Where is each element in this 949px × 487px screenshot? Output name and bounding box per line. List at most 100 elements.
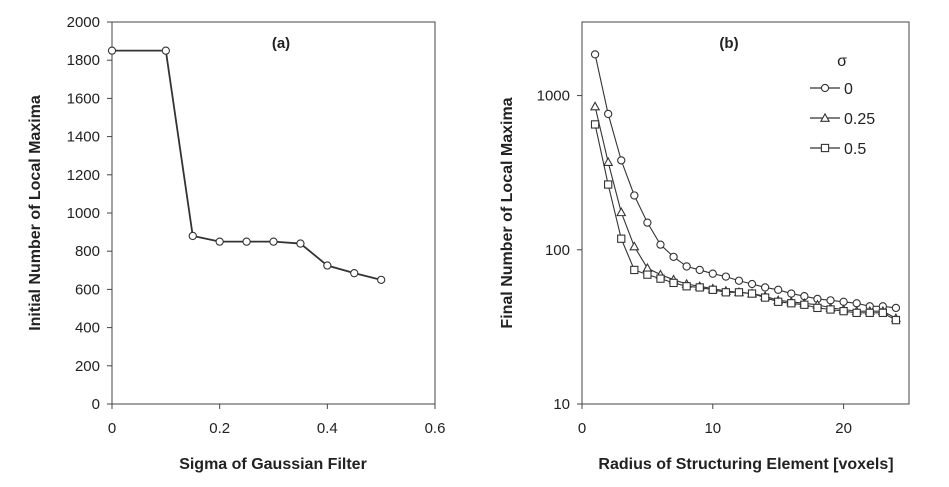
data-point-b-0 [891,303,901,313]
data-point-b-2 [617,234,626,243]
x-tick-label-b: 20 [835,420,852,437]
data-point-b-2 [630,265,639,275]
data-point-b-2 [826,305,835,314]
chart-panel-b: (b) Radius of Structuring Element [voxel… [499,21,910,473]
y-tick-label-a: 1000 [67,205,100,222]
data-point-b-0 [604,109,613,119]
plot-area-b [581,21,910,405]
data-point-b-2 [800,300,809,309]
y-tick-label-a: 400 [75,320,100,337]
data-point-b-1 [642,262,653,273]
panel-label-a: (a) [272,35,290,52]
x-axis-title-b: Radius of Structuring Element [voxels] [598,456,893,473]
panel-label-b: (b) [719,35,738,52]
data-point-b-0 [708,269,717,278]
y-tick-label-a: 800 [75,243,100,260]
data-point-a [350,269,359,278]
data-point-b-2 [813,303,822,313]
legend-marker-1 [819,112,831,122]
legend-label-1: 0.25 [844,111,875,128]
legend-marker-0 [820,83,830,93]
x-axis-title-a: Sigma of Gaussian Filter [179,456,367,473]
data-point-a [296,239,305,248]
y-tick-label-a: 1200 [67,167,100,184]
data-point-b-0 [734,276,744,285]
x-tick-label-b: 0 [578,420,586,437]
data-point-b-2 [590,120,600,129]
data-point-b-2 [669,278,678,288]
y-tick-label-b: 100 [545,242,570,259]
data-point-b-0 [590,50,600,59]
data-point-b-0 [721,272,731,281]
data-point-b-0 [747,279,757,289]
data-point-b-2 [721,288,731,297]
data-point-a [323,261,332,270]
legend-label-2: 0.5 [844,141,866,158]
data-point-b-0 [682,262,691,271]
data-point-a [161,46,170,55]
ticks-b: 0 10 20 10 100 1000 [537,88,852,437]
data-point-b-2 [878,308,887,318]
x-tick-label-b: 10 [704,420,721,437]
data-point-b-2 [682,282,691,291]
data-point-b-2 [695,283,704,292]
x-tick-label-a: 0 [108,420,116,437]
y-tick-label-b: 10 [553,396,570,413]
data-point-b-0 [630,191,639,200]
data-point-a [188,231,197,241]
data-point-b-0 [774,285,783,294]
y-tick-label-a: 0 [92,396,100,413]
data-point-b-1 [616,207,627,217]
chart-panel-a: (a) Sigma of Gaussian Filter Initial Num… [27,14,445,473]
data-point-b-0 [695,265,704,275]
data-point-b-2 [643,270,652,279]
data-point-b-0 [643,218,652,227]
legend-marker-2 [820,143,830,153]
data-point-b-2 [656,274,665,283]
y-tick-label-a: 1400 [67,129,100,146]
data-point-b-2 [747,289,757,298]
y-tick-label-b: 1000 [537,88,570,105]
data-point-b-2 [774,297,783,306]
y-tick-label-a: 1600 [67,90,100,107]
series-line-b-1 [594,106,897,319]
data-point-b-0 [669,252,678,261]
data-point-b-1 [603,156,614,167]
legend-title: σ [837,53,847,70]
data-point-a [107,46,117,55]
series-group-a [107,46,386,284]
data-point-a [215,237,224,246]
data-point-a [242,237,251,246]
ticks-a: 0 0.2 0.4 0.6 0 200 400 600 800 1000 1200 1400 1600 1… [67,14,446,437]
data-point-b-2 [839,307,848,316]
legend-b: σ 0 0.25 0.5 [810,53,875,158]
x-tick-label-a: 0.2 [209,420,230,437]
data-point-b-2 [891,315,901,325]
x-tick-label-a: 0.6 [425,420,446,437]
data-point-a [377,275,386,284]
y-tick-label-a: 600 [75,281,100,298]
data-point-b-0 [787,289,796,298]
data-point-b-2 [787,299,796,308]
data-point-b-1 [629,241,640,251]
y-axis-title-b: Final Number of Local Maxima [499,97,516,328]
plot-area-a [111,21,436,405]
data-point-b-2 [604,180,613,189]
data-point-b-0 [617,156,626,165]
x-tick-label-a: 0.4 [317,420,338,437]
y-tick-label-a: 200 [75,358,100,375]
data-point-b-0 [760,283,770,292]
data-point-b-1 [590,101,601,111]
y-axis-title-a: Initial Number of Local Maxima [27,95,44,331]
data-point-a [269,237,278,246]
series-line-a [112,49,382,281]
data-point-b-2 [708,285,717,294]
data-point-b-2 [734,288,744,297]
y-tick-label-a: 1800 [67,52,100,69]
data-point-b-2 [852,308,861,318]
legend-label-0: 0 [844,81,853,98]
y-tick-label-a: 2000 [67,14,100,31]
data-point-b-2 [865,308,874,318]
data-point-b-0 [656,240,665,249]
